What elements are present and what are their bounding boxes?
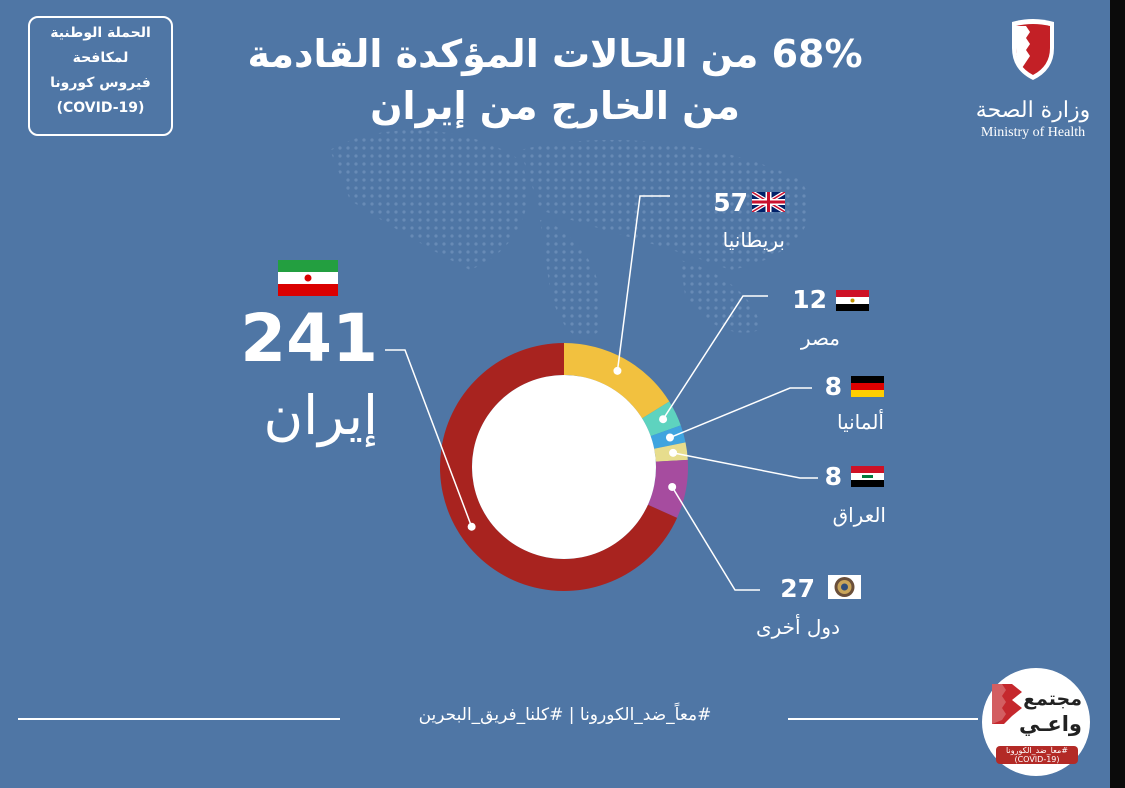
donut-slice-world — [647, 459, 688, 518]
footer-hashtags: #معاً_ضد_الكورونا | #كلنا_فريق_البحرين — [418, 705, 712, 725]
headline-line-2: من الخارج من إيران — [370, 84, 740, 128]
leader-line-iran — [385, 349, 473, 527]
donut-center — [472, 375, 656, 559]
leader-dot-uk — [613, 366, 622, 375]
leader-line-world — [671, 486, 760, 591]
iraq-flag — [851, 466, 884, 487]
iran-label: إيران — [263, 384, 379, 447]
awareness-badge: مجتمع واعـي #معاً_ضد_الكورونا (COVID-19) — [982, 668, 1090, 776]
ministry-arabic-name: وزارة الصحة — [975, 98, 1091, 123]
screen-edge — [1110, 0, 1125, 788]
campaign-line: فيروس كورونا — [50, 75, 151, 91]
campaign-line: (COVID-19) — [56, 100, 145, 116]
badge-line-3: #معاً_ضد_الكورونا (COVID-19) — [996, 746, 1078, 764]
others-value: 27 — [780, 574, 815, 603]
footer-divider-right — [788, 718, 978, 720]
headline-line-1: 68% من الحالات المؤكدة القادمة — [247, 32, 863, 76]
egypt-label: مصر — [800, 326, 840, 350]
bahrain-emblem-icon — [1012, 19, 1054, 80]
leader-dot-egypt — [659, 415, 668, 424]
germany-flag — [851, 376, 884, 397]
leader-dot-germany — [665, 433, 674, 442]
center-label-line: الحالات — [521, 408, 604, 439]
center-label-line: القادمة — [523, 445, 602, 476]
egypt-flag — [836, 290, 869, 311]
footer-divider-left — [18, 718, 340, 720]
world-emblem — [828, 575, 861, 599]
uk-flag — [752, 192, 785, 212]
iran-flag — [278, 260, 338, 296]
center-label: الحالات القادمة من الخارج — [480, 405, 645, 516]
egypt-value: 12 — [792, 285, 827, 314]
ministry-logo: وزارة الصحة Ministry of Health — [960, 14, 1110, 144]
leader-line-uk — [616, 195, 670, 371]
campaign-box: الحملة الوطنية لمكافحة فيروس كورونا (COV… — [28, 16, 173, 136]
badge-line-1: مجتمع — [1023, 688, 1082, 710]
iran-value: 241 — [240, 300, 378, 377]
badge-line-2: واعـي — [1018, 712, 1082, 736]
bahrain-flag-icon — [992, 684, 1022, 724]
campaign-line: لمكافحة — [72, 50, 129, 66]
leader-line-iraq — [672, 452, 818, 479]
germany-label: ألمانيا — [836, 410, 884, 434]
leader-line-germany — [669, 387, 812, 439]
uk-value: 57 — [713, 188, 748, 217]
leader-dot-iran — [467, 522, 476, 531]
uk-label: بريطانيا — [722, 228, 785, 252]
others-label: دول أخرى — [755, 615, 840, 639]
ministry-english-name: Ministry of Health — [980, 125, 1086, 140]
headline: 68% من الحالات المؤكدة القادمة من الخارج… — [220, 28, 890, 132]
center-label-line: من الخارج — [504, 482, 621, 513]
iraq-label: العراق — [832, 503, 886, 527]
germany-value: 8 — [824, 372, 842, 401]
leader-line-egypt — [662, 295, 768, 420]
donut-slice-uk — [564, 343, 670, 419]
leader-dot-iraq — [669, 448, 678, 457]
leader-dot-world — [668, 482, 677, 491]
iraq-value: 8 — [824, 462, 842, 491]
campaign-line: الحملة الوطنية — [50, 25, 151, 41]
